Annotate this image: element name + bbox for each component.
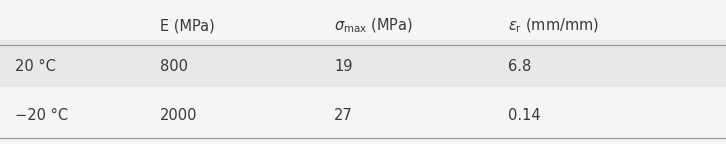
Text: $\varepsilon_{\mathregular{r}}$ (mm/mm): $\varepsilon_{\mathregular{r}}$ (mm/mm) xyxy=(508,17,600,35)
Bar xyxy=(0,89,726,136)
Text: −20 °C: −20 °C xyxy=(15,108,68,123)
Text: 0.14: 0.14 xyxy=(508,108,541,123)
Text: 800: 800 xyxy=(160,59,188,74)
Text: 2000: 2000 xyxy=(160,108,197,123)
Text: E (MPa): E (MPa) xyxy=(160,18,214,33)
Text: 19: 19 xyxy=(334,59,352,74)
Text: $\sigma_{\mathregular{max}}$ (MPa): $\sigma_{\mathregular{max}}$ (MPa) xyxy=(334,17,413,35)
Text: 6.8: 6.8 xyxy=(508,59,531,74)
Bar xyxy=(0,40,726,87)
Text: 27: 27 xyxy=(334,108,353,123)
Text: 20 °C: 20 °C xyxy=(15,59,55,74)
